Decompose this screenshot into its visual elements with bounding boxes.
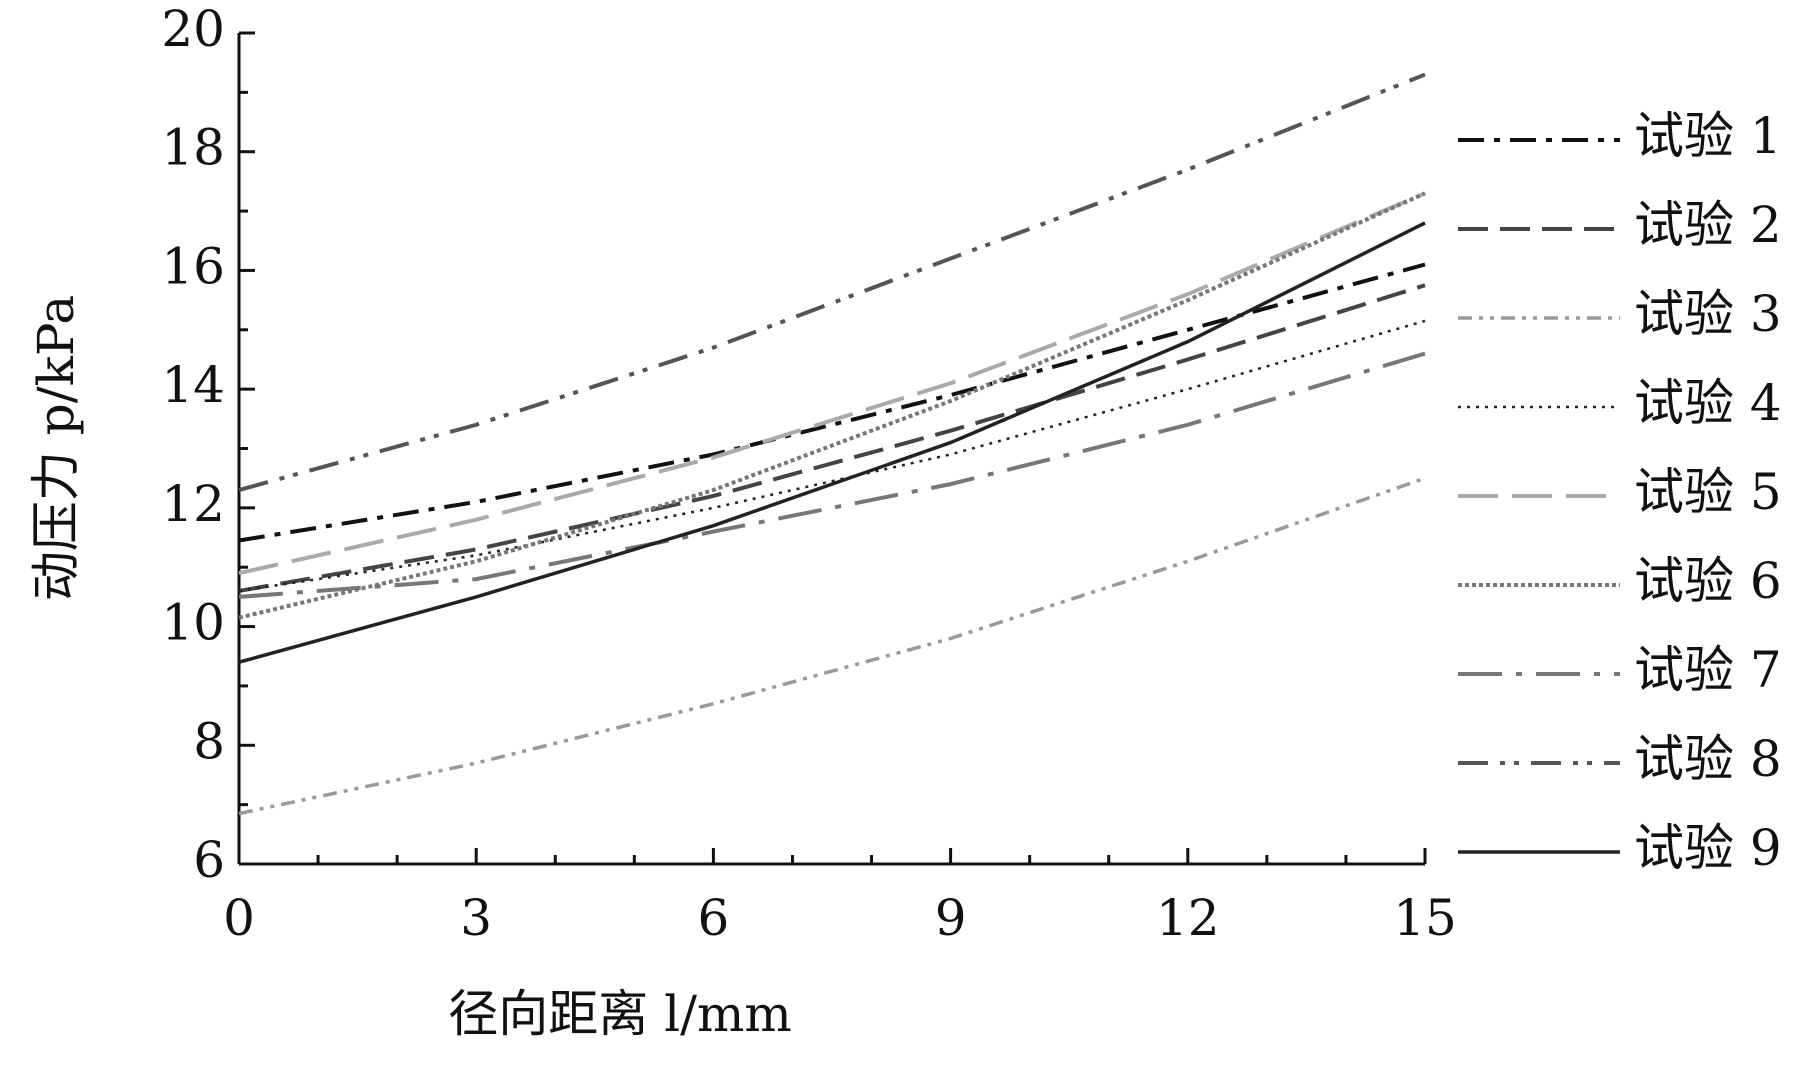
data-line bbox=[238, 476, 1426, 816]
y-tick-label: 10 bbox=[161, 594, 225, 652]
data-line bbox=[238, 191, 1426, 620]
legend-label: 试验 9 bbox=[1634, 819, 1782, 877]
data-line bbox=[238, 221, 1426, 664]
x-axis-label: 径向距离 l/mm bbox=[448, 985, 792, 1043]
data-line bbox=[238, 262, 1426, 543]
y-tick-label: 18 bbox=[161, 119, 225, 177]
legend-label: 试验 1 bbox=[1634, 107, 1782, 165]
data-line bbox=[238, 283, 1426, 593]
x-tick-label: 6 bbox=[697, 889, 729, 947]
data-line bbox=[238, 319, 1426, 593]
y-tick-label: 14 bbox=[161, 356, 225, 414]
y-tick-label: 6 bbox=[193, 831, 225, 889]
x-tick-label: 12 bbox=[1156, 889, 1220, 947]
legend-label: 试验 3 bbox=[1634, 285, 1782, 343]
legend-label: 试验 2 bbox=[1634, 196, 1782, 254]
x-tick-label: 3 bbox=[460, 889, 492, 947]
y-tick-label: 8 bbox=[193, 712, 225, 770]
data-line bbox=[238, 191, 1426, 576]
x-tick-label: 15 bbox=[1393, 889, 1457, 947]
y-tick-label: 12 bbox=[161, 475, 225, 533]
legend-label: 试验 7 bbox=[1634, 641, 1782, 699]
legend-label: 试验 6 bbox=[1634, 552, 1782, 610]
x-tick-label: 0 bbox=[223, 889, 255, 947]
data-line bbox=[238, 351, 1426, 599]
y-axis-label: 动压力 p/kPa bbox=[27, 295, 85, 601]
legend-label: 试验 5 bbox=[1634, 463, 1782, 521]
data-line bbox=[238, 72, 1426, 492]
legend-label: 试验 8 bbox=[1634, 730, 1782, 788]
legend-label: 试验 4 bbox=[1634, 374, 1782, 432]
y-tick-label: 20 bbox=[161, 0, 225, 58]
x-tick-label: 9 bbox=[935, 889, 967, 947]
y-tick-label: 16 bbox=[161, 237, 225, 295]
